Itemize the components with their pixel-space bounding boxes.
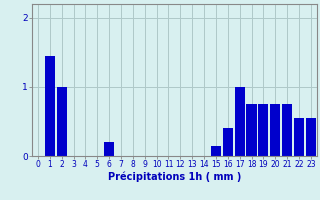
Bar xyxy=(258,104,268,156)
Bar xyxy=(45,56,55,156)
Bar xyxy=(282,104,292,156)
Bar xyxy=(235,87,245,156)
Bar xyxy=(306,118,316,156)
Bar xyxy=(294,118,304,156)
Bar xyxy=(270,104,280,156)
Bar xyxy=(223,128,233,156)
Bar xyxy=(246,104,257,156)
X-axis label: Précipitations 1h ( mm ): Précipitations 1h ( mm ) xyxy=(108,172,241,182)
Bar xyxy=(104,142,114,156)
Bar xyxy=(211,146,221,156)
Bar xyxy=(57,87,67,156)
